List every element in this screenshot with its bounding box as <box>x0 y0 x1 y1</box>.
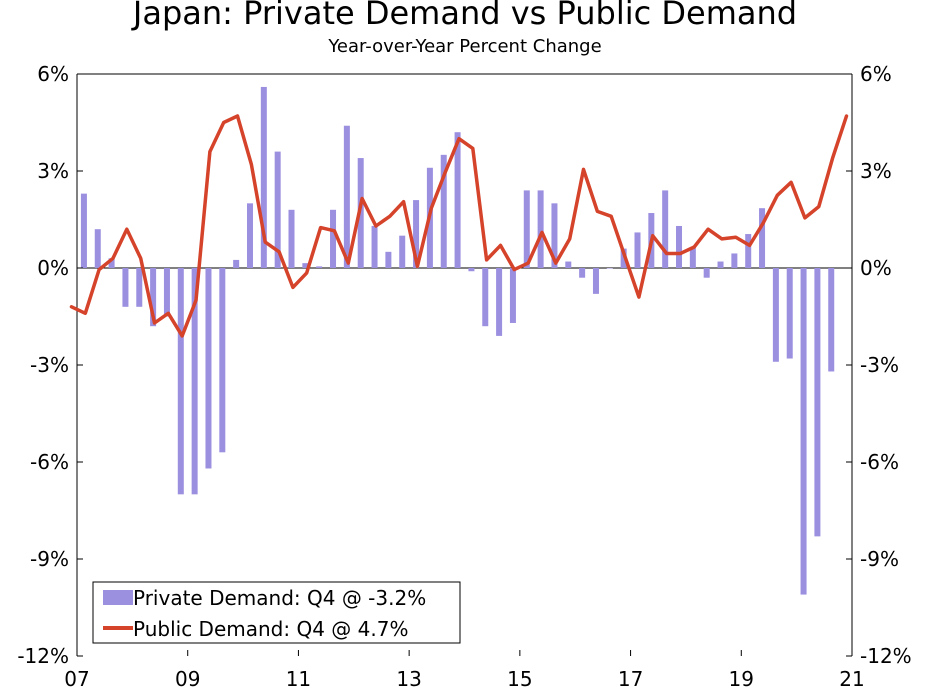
axes: 6% 6%3% 3%0% 0%-3% -3%-6% -6%-9% -9%-12% -12%07… <box>17 62 911 691</box>
private-demand-bar <box>509 268 516 323</box>
private-demand-bar <box>136 268 143 307</box>
y-tick-label-left: 0% <box>37 256 69 280</box>
y-tick-label-left: 3% <box>37 159 69 183</box>
private-demand-bar <box>288 209 295 268</box>
y-tick-label-left: 6% <box>37 62 69 86</box>
y-tick-label-right: -12% <box>860 644 912 668</box>
y-tick-label-right: -9% <box>860 547 899 571</box>
private-demand-bars <box>80 86 835 595</box>
x-tick-label: 09 <box>175 667 200 691</box>
private-demand-bar <box>302 263 309 268</box>
private-demand-bar <box>80 193 87 268</box>
private-demand-bar <box>800 268 807 595</box>
private-demand-bar <box>191 268 198 495</box>
private-demand-bar <box>260 86 267 268</box>
private-demand-bar <box>814 268 821 537</box>
private-demand-bar <box>316 266 323 268</box>
private-demand-bar <box>150 268 157 327</box>
private-demand-bar <box>592 268 599 294</box>
private-demand-bar <box>163 268 170 317</box>
y-tick-label-right: 6% <box>860 62 892 86</box>
private-demand-bar <box>122 268 129 307</box>
private-demand-bar <box>496 268 503 336</box>
private-demand-bar <box>717 261 724 268</box>
private-demand-bar <box>219 268 226 453</box>
private-demand-bar <box>828 268 835 372</box>
private-demand-bar <box>634 232 641 268</box>
legend-private-swatch <box>103 590 133 605</box>
y-tick-label-left: -6% <box>30 450 69 474</box>
private-demand-bar <box>786 268 793 359</box>
y-tick-label-right: -3% <box>860 353 899 377</box>
public-demand-line <box>69 114 849 338</box>
private-demand-bar <box>343 125 350 268</box>
x-tick-label: 15 <box>507 667 532 691</box>
private-demand-bar <box>385 251 392 268</box>
private-demand-bar <box>606 268 613 269</box>
x-tick-label: 13 <box>396 667 421 691</box>
y-tick-label-left: -12% <box>17 644 69 668</box>
x-tick-label: 19 <box>729 667 754 691</box>
private-demand-bar <box>274 151 281 268</box>
private-demand-bar <box>108 258 115 268</box>
legend: Private Demand: Q4 @ -3.2% Public Demand… <box>92 581 461 644</box>
private-demand-bar <box>731 253 738 268</box>
private-demand-bar <box>177 268 184 495</box>
private-demand-bar <box>676 225 683 268</box>
y-tick-label-right: 0% <box>860 256 892 280</box>
private-demand-bar <box>454 132 461 268</box>
y-tick-label-left: -9% <box>30 547 69 571</box>
legend-public-label: Public Demand: Q4 @ 4.7% <box>133 617 408 641</box>
private-demand-bar <box>689 246 696 268</box>
private-demand-bar <box>759 208 766 268</box>
private-demand-bar <box>551 203 558 268</box>
private-demand-bar <box>772 268 779 362</box>
private-demand-bar <box>246 203 253 268</box>
private-demand-bar <box>205 268 212 469</box>
chart-title: Japan: Private Demand vs Public Demand <box>131 0 797 32</box>
private-demand-bar <box>440 154 447 268</box>
private-demand-bar <box>330 209 337 268</box>
private-demand-bar <box>523 190 530 268</box>
y-tick-label-left: -3% <box>30 353 69 377</box>
y-tick-label-right: 3% <box>860 159 892 183</box>
private-demand-bar <box>703 268 710 278</box>
private-demand-bar <box>94 229 101 268</box>
legend-box <box>92 581 461 644</box>
private-demand-bar <box>371 225 378 268</box>
x-tick-label: 11 <box>286 667 311 691</box>
x-tick-label: 07 <box>64 667 89 691</box>
private-demand-bar <box>745 234 752 268</box>
legend-private-label: Private Demand: Q4 @ -3.2% <box>133 586 426 610</box>
private-demand-bar <box>565 261 572 268</box>
private-demand-bar <box>537 190 544 268</box>
chart-subtitle: Year-over-Year Percent Change <box>327 36 601 57</box>
private-demand-bar <box>579 268 586 278</box>
public-demand-line-layer <box>69 114 849 338</box>
private-demand-bar <box>482 268 489 327</box>
x-tick-label: 17 <box>618 667 643 691</box>
private-demand-bar <box>662 190 669 268</box>
private-demand-bar <box>233 259 240 268</box>
x-tick-label: 21 <box>839 667 864 691</box>
y-tick-label-right: -6% <box>860 450 899 474</box>
private-demand-bar <box>413 200 420 268</box>
private-demand-bar <box>468 268 475 272</box>
private-demand-bar <box>620 248 627 268</box>
private-demand-bar <box>399 235 406 268</box>
